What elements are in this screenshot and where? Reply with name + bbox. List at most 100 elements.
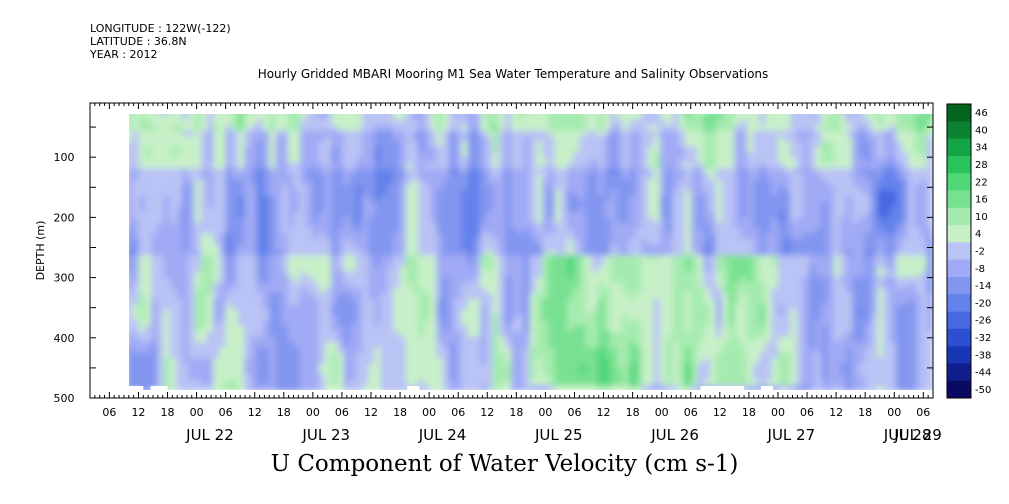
- heatmap-cell: [393, 325, 401, 332]
- heatmap-cell: [182, 293, 190, 300]
- heatmap-cell: [293, 206, 301, 213]
- heatmap-cell: [691, 293, 698, 300]
- heatmap-cell: [281, 239, 289, 246]
- heatmap-cell: [399, 271, 407, 278]
- heatmap-cell: [604, 342, 612, 349]
- heatmap-cell: [318, 190, 326, 197]
- heatmap-cell: [138, 136, 146, 143]
- heatmap-cell: [492, 114, 500, 116]
- heatmap-cell: [225, 379, 233, 387]
- heatmap-cell: [573, 369, 581, 376]
- heatmap-cell: [262, 271, 270, 278]
- heatmap-cell: [635, 239, 643, 246]
- heatmap-cell: [517, 379, 525, 387]
- heatmap-cell: [542, 222, 550, 229]
- heatmap-cell: [529, 212, 537, 219]
- heatmap-cell: [542, 201, 550, 208]
- heatmap-cell: [318, 277, 326, 284]
- heatmap-cell: [492, 304, 500, 311]
- heatmap-cell: [709, 125, 717, 132]
- heatmap-cell: [591, 228, 599, 235]
- heatmap-cell: [368, 206, 376, 213]
- heatmap-cell: [461, 190, 469, 197]
- heatmap-cell: [132, 168, 140, 175]
- heatmap-cell: [368, 157, 376, 164]
- heatmap-cell: [622, 136, 630, 143]
- heatmap-cell: [597, 184, 605, 192]
- heatmap-cell: [281, 320, 289, 327]
- heatmap-cell: [362, 163, 370, 170]
- heatmap-cell: [442, 342, 450, 349]
- heatmap-cell: [312, 277, 320, 284]
- heatmap-cell: [355, 314, 363, 322]
- heatmap-cell: [523, 157, 531, 164]
- heatmap-cell: [492, 314, 500, 322]
- heatmap-cell: [380, 206, 388, 213]
- heatmap-cell: [132, 320, 140, 327]
- heatmap-cell: [138, 146, 146, 154]
- heatmap-cell: [486, 369, 494, 376]
- heatmap-cell: [387, 125, 394, 132]
- heatmap-cell: [200, 325, 208, 332]
- heatmap-cell: [256, 114, 264, 121]
- heatmap-cell: [324, 228, 332, 235]
- heatmap-cell: [455, 374, 463, 381]
- heatmap-cell: [331, 141, 339, 148]
- heatmap-cell: [275, 379, 283, 387]
- heatmap-cell: [486, 119, 494, 127]
- heatmap-cell: [715, 168, 723, 175]
- heatmap-cell: [647, 271, 655, 278]
- heatmap-cell: [523, 125, 531, 132]
- heatmap-cell: [269, 206, 277, 213]
- heatmap-cell: [129, 369, 134, 376]
- heatmap-cell: [504, 358, 512, 365]
- heatmap-cell: [566, 352, 574, 359]
- heatmap-cell: [418, 287, 425, 294]
- heatmap-cell: [337, 379, 345, 387]
- heatmap-cell: [610, 287, 618, 294]
- heatmap-cell: [678, 363, 686, 370]
- heatmap-cell: [275, 239, 283, 246]
- heatmap-cell: [132, 212, 140, 219]
- heatmap-cell: [244, 282, 252, 289]
- heatmap-cell: [200, 125, 208, 132]
- heatmap-cell: [523, 146, 531, 154]
- heatmap-cell: [306, 325, 314, 332]
- heatmap-cell: [318, 260, 326, 267]
- heatmap-cell: [566, 184, 574, 192]
- heatmap-cell: [281, 206, 289, 213]
- heatmap-cell: [380, 331, 388, 338]
- heatmap-cell: [306, 119, 314, 127]
- heatmap-cell: [269, 282, 277, 289]
- heatmap-cell: [691, 369, 698, 376]
- heatmap-cell: [244, 249, 252, 257]
- heatmap-cell: [275, 146, 283, 154]
- heatmap-cell: [368, 168, 376, 175]
- heatmap-cell: [132, 363, 140, 370]
- heatmap-cell: [715, 130, 723, 137]
- heatmap-cell: [436, 309, 444, 316]
- heatmap-cell: [213, 325, 221, 332]
- heatmap-cell: [145, 233, 152, 240]
- heatmap-cell: [449, 152, 456, 159]
- heatmap-cell: [213, 222, 221, 229]
- heatmap-cell: [436, 266, 444, 273]
- heatmap-cell: [207, 239, 214, 246]
- heatmap-cell: [405, 174, 413, 181]
- heatmap-cell: [231, 369, 239, 376]
- heatmap-cell: [628, 184, 636, 192]
- heatmap-cell: [449, 249, 456, 257]
- heatmap-cell: [467, 119, 475, 127]
- heatmap-cell: [697, 152, 705, 159]
- heatmap-cell: [362, 130, 370, 137]
- heatmap-cell: [213, 228, 221, 235]
- heatmap-cell: [300, 157, 308, 164]
- heatmap-cell: [511, 136, 519, 143]
- heatmap-cell: [585, 184, 593, 192]
- heatmap-cell: [132, 347, 140, 354]
- heatmap-cell: [213, 369, 221, 376]
- heatmap-cell: [169, 282, 177, 289]
- heatmap-cell: [715, 212, 723, 219]
- heatmap-cell: [269, 249, 277, 257]
- heatmap-cell: [542, 369, 550, 376]
